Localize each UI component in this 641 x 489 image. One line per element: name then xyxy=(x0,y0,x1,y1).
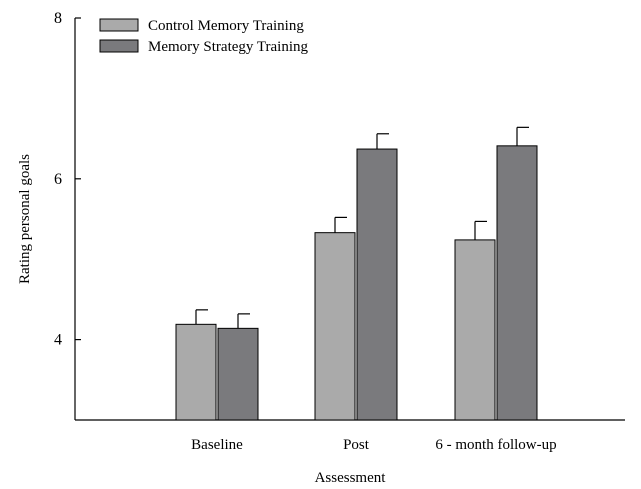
x-category-label: 6 - month follow-up xyxy=(435,437,556,453)
legend-label-control: Control Memory Training xyxy=(148,18,304,34)
x-category-labels: Baseline Post 6 - month follow-up xyxy=(191,437,556,453)
x-axis-title: Assessment xyxy=(315,470,387,486)
bar-strategy-2 xyxy=(496,145,538,421)
bar-control-1 xyxy=(314,232,356,421)
x-category-label: Post xyxy=(343,437,370,453)
legend-swatch-strategy xyxy=(99,39,139,53)
bar-strategy-1 xyxy=(356,148,398,421)
y-tick-label: 4 xyxy=(54,332,62,349)
legend-label-strategy: Memory Strategy Training xyxy=(148,39,308,55)
y-axis-title: Rating personal goals xyxy=(17,154,33,284)
x-category-label: Baseline xyxy=(191,437,243,453)
y-ticks: 4 6 8 xyxy=(54,10,81,349)
y-tick-label: 6 xyxy=(54,171,62,188)
y-tick-label: 8 xyxy=(54,10,62,27)
bar-control-2 xyxy=(454,239,496,421)
bars-layer xyxy=(175,126,538,421)
legend: Control Memory Training Memory Strategy … xyxy=(99,18,308,55)
legend-swatch-control xyxy=(99,18,139,32)
bar-strategy-0 xyxy=(217,327,259,421)
bar-control-0 xyxy=(175,323,217,421)
